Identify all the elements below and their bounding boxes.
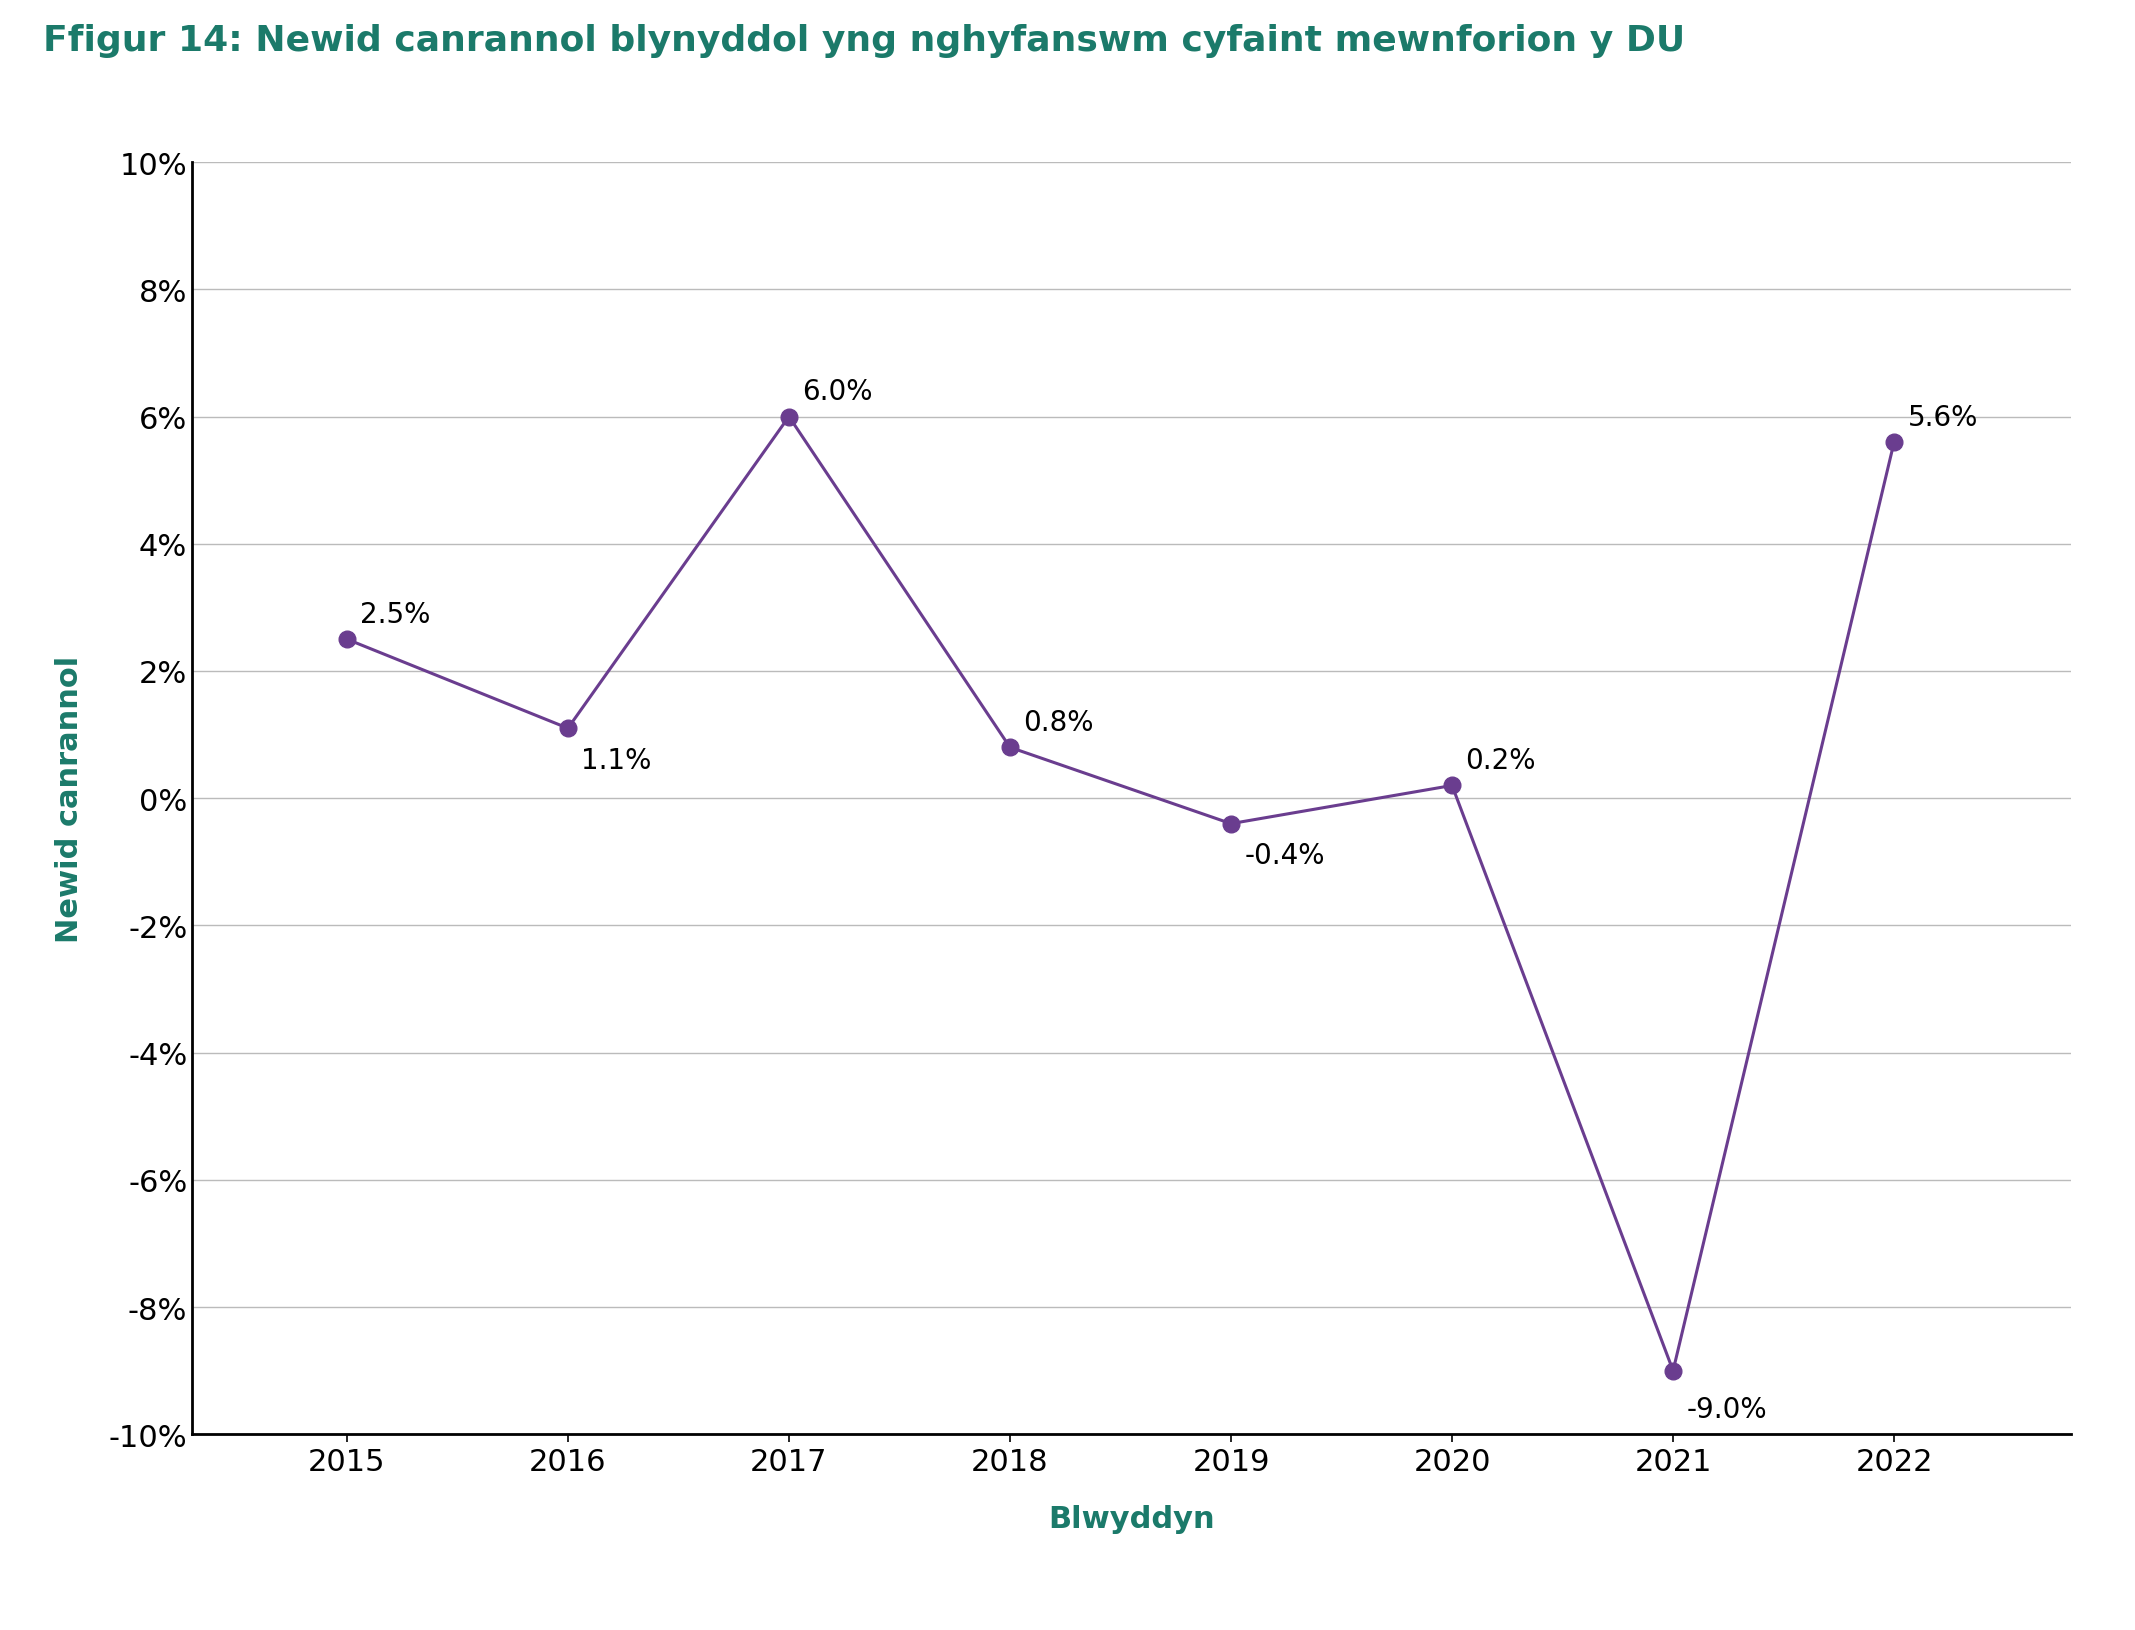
Text: 0.8%: 0.8% (1023, 709, 1093, 737)
Text: 2.5%: 2.5% (361, 600, 431, 628)
Text: 5.6%: 5.6% (1907, 403, 1977, 432)
Text: 6.0%: 6.0% (803, 378, 873, 406)
Text: 0.2%: 0.2% (1465, 747, 1535, 774)
Y-axis label: Newid canrannol: Newid canrannol (56, 655, 83, 942)
Text: -9.0%: -9.0% (1687, 1395, 1768, 1423)
X-axis label: Blwyddyn: Blwyddyn (1048, 1504, 1215, 1534)
Text: -0.4%: -0.4% (1245, 843, 1326, 870)
Text: 1.1%: 1.1% (581, 747, 651, 774)
Text: Ffigur 14: Newid canrannol blynyddol yng nghyfanswm cyfaint mewnforion y DU: Ffigur 14: Newid canrannol blynyddol yng… (43, 24, 1685, 59)
